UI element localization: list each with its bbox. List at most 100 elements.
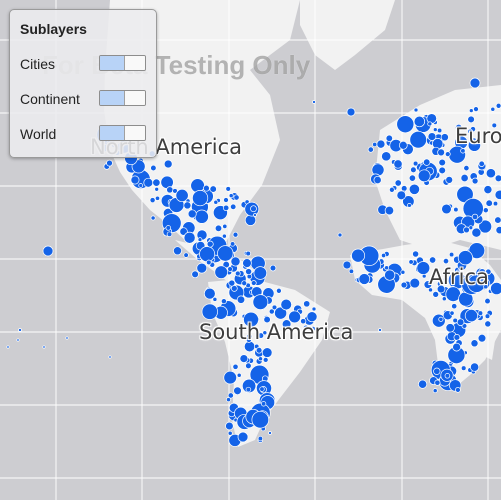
city-symbol[interactable] <box>413 107 419 113</box>
city-symbol[interactable] <box>143 177 154 188</box>
cities-layer[interactable] <box>6 77 501 447</box>
city-symbol[interactable] <box>245 268 253 276</box>
city-symbol[interactable] <box>233 386 242 396</box>
city-symbol[interactable] <box>372 141 378 148</box>
city-symbol[interactable] <box>206 259 212 266</box>
city-symbol[interactable] <box>233 194 240 201</box>
city-symbol[interactable] <box>378 328 382 332</box>
city-symbol[interactable] <box>452 342 461 352</box>
city-symbol[interactable] <box>423 158 431 166</box>
city-symbol[interactable] <box>245 336 252 343</box>
city-symbol[interactable] <box>427 121 433 127</box>
city-symbol[interactable] <box>485 168 496 179</box>
city-symbol[interactable] <box>253 266 268 280</box>
city-symbol[interactable] <box>342 260 352 270</box>
city-symbol[interactable] <box>485 199 493 207</box>
city-symbol[interactable] <box>237 431 249 443</box>
city-symbol[interactable] <box>432 388 438 394</box>
city-symbol[interactable] <box>166 231 173 237</box>
city-symbol[interactable] <box>467 115 475 124</box>
city-symbol[interactable] <box>199 246 216 263</box>
city-symbol[interactable] <box>312 100 316 104</box>
city-symbol[interactable] <box>300 318 307 325</box>
city-symbol[interactable] <box>196 262 208 274</box>
city-symbol[interactable] <box>242 258 252 268</box>
city-symbol[interactable] <box>232 231 239 238</box>
city-symbol[interactable] <box>358 273 371 285</box>
city-symbol[interactable] <box>471 177 479 185</box>
city-symbol[interactable] <box>407 203 412 208</box>
city-symbol[interactable] <box>471 227 482 238</box>
continent-toggle[interactable] <box>99 90 146 106</box>
city-symbol[interactable] <box>455 123 463 132</box>
city-symbol[interactable] <box>225 186 231 192</box>
city-symbol[interactable] <box>393 159 403 169</box>
city-symbol[interactable] <box>384 205 395 216</box>
city-symbol[interactable] <box>495 102 501 109</box>
city-symbol[interactable] <box>471 213 479 221</box>
city-symbol[interactable] <box>463 226 470 234</box>
city-symbol[interactable] <box>438 166 446 175</box>
city-symbol[interactable] <box>440 133 449 142</box>
city-symbol[interactable] <box>381 252 387 259</box>
city-symbol[interactable] <box>453 206 459 213</box>
city-symbol[interactable] <box>477 310 484 316</box>
city-symbol[interactable] <box>197 237 203 242</box>
city-symbol[interactable] <box>268 431 272 435</box>
city-symbol[interactable] <box>492 200 499 207</box>
city-symbol[interactable] <box>257 332 265 339</box>
city-symbol[interactable] <box>223 197 229 203</box>
city-symbol[interactable] <box>445 323 455 333</box>
city-symbol[interactable] <box>106 159 113 167</box>
city-symbol[interactable] <box>203 184 210 192</box>
cities-toggle[interactable] <box>99 55 146 71</box>
city-symbol[interactable] <box>183 252 189 258</box>
city-symbol[interactable] <box>274 306 288 320</box>
city-symbol[interactable] <box>409 277 421 289</box>
city-symbol[interactable] <box>490 282 501 295</box>
city-symbol[interactable] <box>471 137 478 144</box>
city-symbol[interactable] <box>166 186 174 194</box>
city-symbol[interactable] <box>410 166 417 174</box>
city-symbol[interactable] <box>222 223 228 229</box>
city-symbol[interactable] <box>243 311 259 328</box>
city-symbol[interactable] <box>451 303 458 310</box>
city-symbol[interactable] <box>236 295 246 304</box>
city-symbol[interactable] <box>262 357 269 363</box>
city-symbol[interactable] <box>376 139 386 149</box>
toggle-knob[interactable] <box>124 56 145 70</box>
city-symbol[interactable] <box>483 185 493 195</box>
city-symbol[interactable] <box>442 276 449 283</box>
city-symbol[interactable] <box>482 207 489 214</box>
city-symbol[interactable] <box>280 298 292 311</box>
city-symbol[interactable] <box>351 248 366 263</box>
city-symbol[interactable] <box>42 345 46 349</box>
city-symbol[interactable] <box>418 379 428 389</box>
city-symbol[interactable] <box>251 410 270 429</box>
city-symbol[interactable] <box>384 265 390 271</box>
city-symbol[interactable] <box>183 231 196 244</box>
city-symbol[interactable] <box>250 205 257 213</box>
city-symbol[interactable] <box>494 189 501 200</box>
city-symbol[interactable] <box>467 128 473 135</box>
city-symbol[interactable] <box>438 158 446 167</box>
city-symbol[interactable] <box>150 164 157 172</box>
city-symbol[interactable] <box>226 397 231 403</box>
city-symbol[interactable] <box>442 258 450 265</box>
city-symbol[interactable] <box>243 340 256 353</box>
city-symbol[interactable] <box>206 240 214 248</box>
city-symbol[interactable] <box>400 185 408 192</box>
city-symbol[interactable] <box>434 379 441 386</box>
city-symbol[interactable] <box>306 311 318 323</box>
city-symbol[interactable] <box>228 279 236 287</box>
city-symbol[interactable] <box>432 291 440 298</box>
city-symbol[interactable] <box>448 251 455 258</box>
city-symbol[interactable] <box>432 127 438 132</box>
city-symbol[interactable] <box>258 356 263 362</box>
city-symbol[interactable] <box>468 108 474 113</box>
city-symbol[interactable] <box>469 77 481 89</box>
city-symbol[interactable] <box>470 362 480 372</box>
city-symbol[interactable] <box>460 365 467 371</box>
city-symbol[interactable] <box>16 338 20 342</box>
city-symbol[interactable] <box>241 280 248 287</box>
